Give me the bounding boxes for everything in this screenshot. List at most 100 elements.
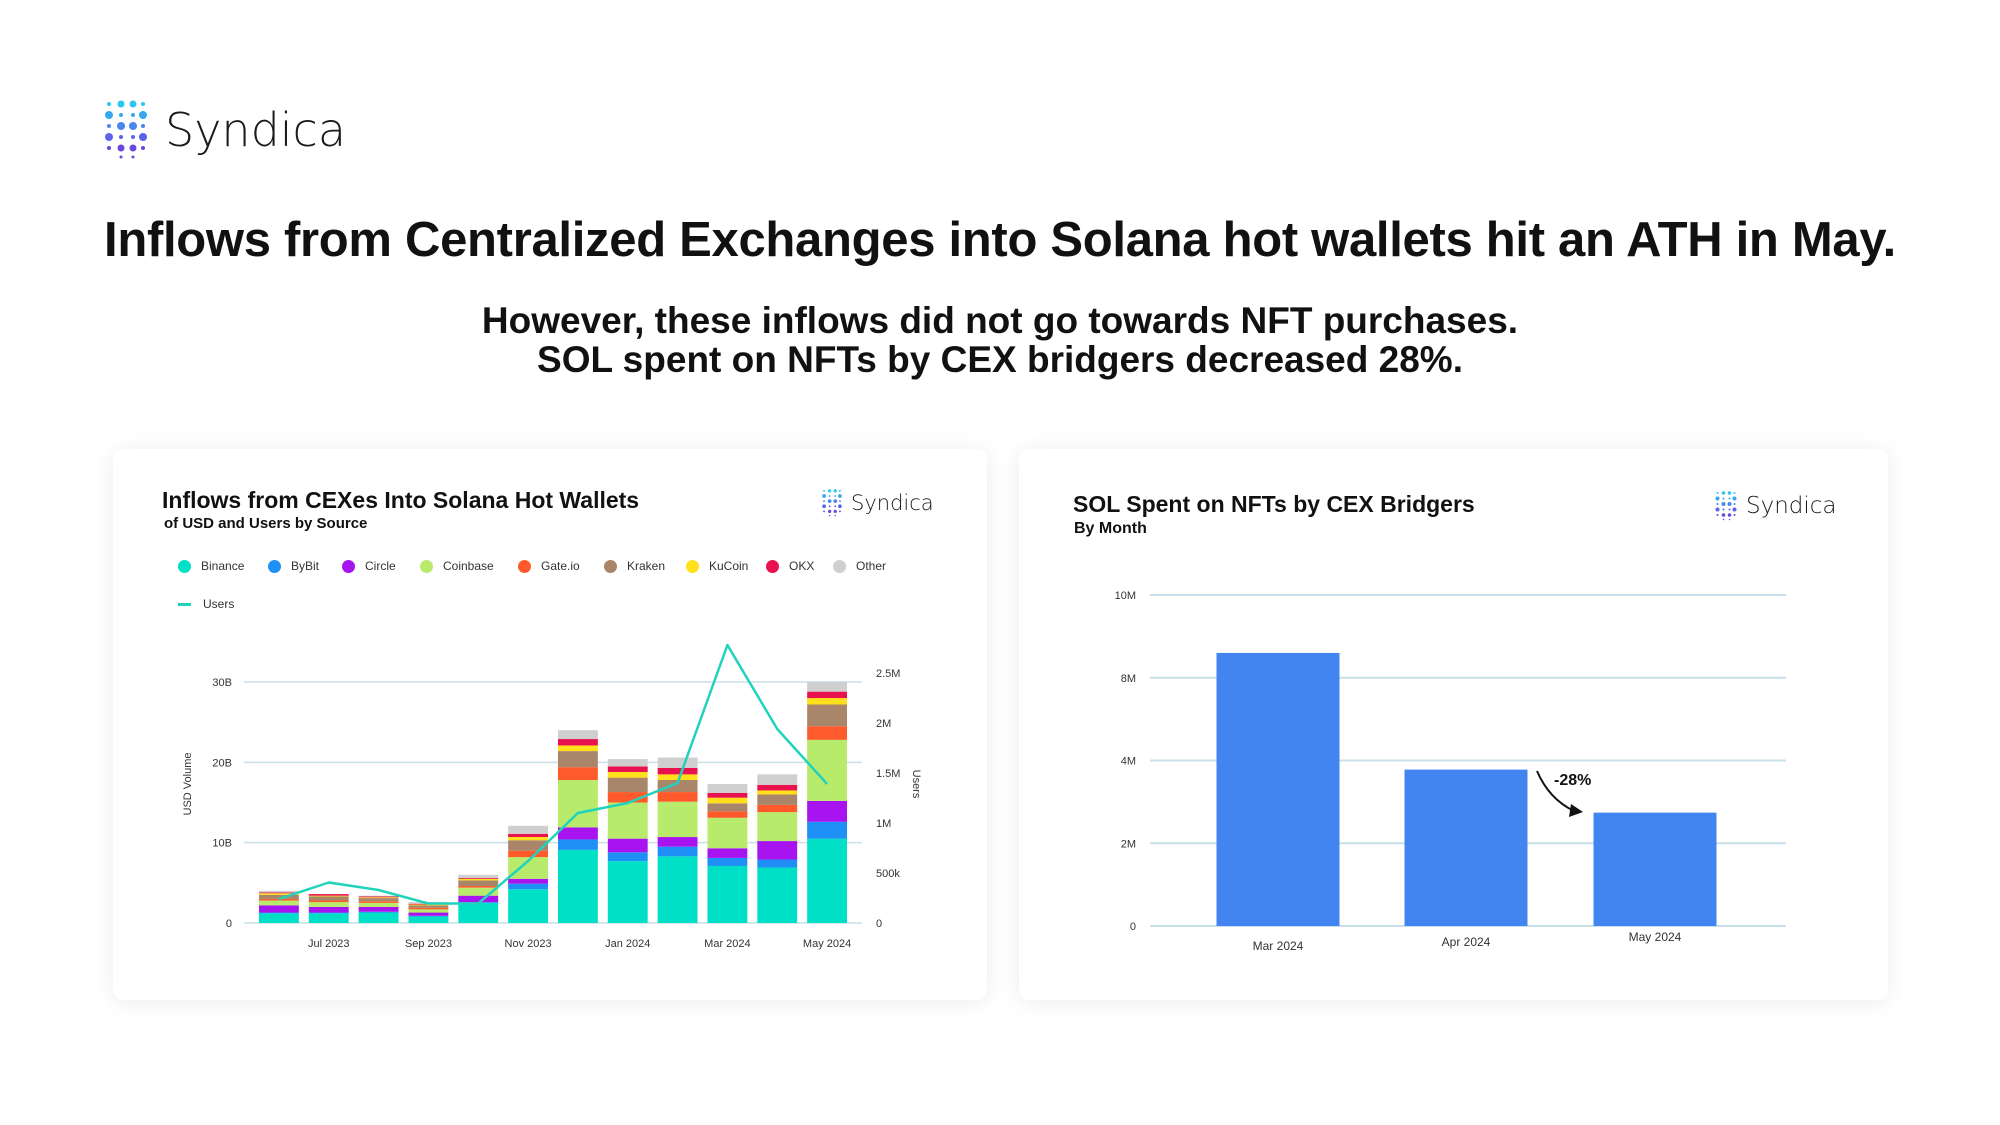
bar-segment-other: [607, 759, 648, 767]
legend-swatch: [518, 559, 531, 573]
logo-dot: [119, 155, 123, 159]
logo-dot: [107, 102, 111, 106]
legend-swatch: [420, 559, 433, 573]
bar-segment-okx: [308, 894, 349, 896]
bar-segment-circle: [308, 906, 349, 913]
nft-spend-chart-subtitle: By Month: [1074, 520, 1147, 537]
y-tick-label: 0: [226, 918, 232, 930]
legend-swatch: [178, 602, 191, 606]
bar-segment-coinbase: [557, 780, 598, 828]
brand-name: Syndica: [165, 103, 347, 157]
logo-dot: [141, 146, 145, 150]
legend-label: Other: [856, 559, 887, 573]
inflows-card-logo: Syndica: [821, 489, 934, 517]
bar: [1404, 769, 1528, 926]
bar-segment-coinbase: [458, 887, 499, 896]
bar-segment-kraken: [358, 898, 399, 902]
legend-swatch: [342, 559, 355, 573]
logo-dot: [117, 122, 125, 130]
legend-item-gateio[interactable]: Gate.io: [518, 559, 580, 573]
bar-segment-gateio: [508, 850, 549, 858]
logo-dot: [131, 113, 135, 117]
legend-label: ByBit: [291, 559, 320, 573]
bar-segment-kraken: [508, 840, 549, 851]
bar-segment-binance: [607, 861, 648, 923]
legend-item-kucoin[interactable]: KuCoin: [686, 559, 748, 573]
logo-dot: [131, 155, 135, 159]
legend-item-bybit[interactable]: ByBit: [268, 559, 319, 573]
bar-segment-bybit: [807, 821, 848, 839]
bar-segment-circle: [607, 838, 648, 853]
syndica-logo-icon: [105, 100, 147, 159]
bar-segment-circle: [807, 800, 848, 822]
bar-segment-coinbase: [358, 902, 399, 907]
bar-segment-binance: [557, 849, 598, 923]
bar-segment-kucoin: [707, 797, 748, 804]
legend-label: KuCoin: [709, 559, 749, 573]
x-tick-label: May 2024: [803, 938, 851, 950]
card-brand-name: Syndica: [851, 491, 934, 515]
bar-segment-bybit: [508, 883, 549, 890]
bar-segment-kucoin: [258, 893, 299, 895]
bar-segment-kucoin: [508, 837, 549, 841]
bar-segment-other: [557, 730, 598, 740]
y-tick-label: 4M: [1121, 756, 1136, 768]
legend-item-coinbase[interactable]: Coinbase: [420, 559, 494, 573]
legend-item-circle[interactable]: Circle: [342, 559, 396, 573]
bar: [1593, 812, 1717, 926]
legend-item-binance[interactable]: Binance: [178, 559, 244, 573]
bar-segment-bybit: [607, 852, 648, 862]
y-tick-label: 20B: [212, 757, 232, 769]
bar-segment-kucoin: [458, 878, 499, 881]
bar-segment-kucoin: [408, 904, 449, 906]
bar-segment-other: [657, 757, 698, 768]
bar-segment-coinbase: [707, 817, 748, 849]
legend-item-okx[interactable]: OKX: [766, 559, 814, 573]
bar-segment-binance: [657, 856, 698, 923]
y-tick-label: 2M: [1121, 838, 1136, 850]
bar-segment-coinbase: [757, 812, 798, 842]
bar-segment-other: [258, 890, 299, 893]
legend-item-other[interactable]: Other: [833, 559, 886, 573]
bar-segment-circle: [408, 912, 449, 916]
logo-dot: [119, 135, 123, 139]
logo-dot: [139, 133, 147, 141]
bar-segment-circle: [557, 827, 598, 840]
y-tick-label: 10M: [1115, 590, 1136, 602]
bar-segment-okx: [607, 766, 648, 772]
inflows-chart-plot: 0 10B 20B 30B 0 500k 1M 1.5M 2M 2.5M USD Volume Use…: [182, 643, 922, 950]
bar-segment-bybit: [557, 839, 598, 850]
bar-segment-kraken: [657, 780, 698, 793]
bar-segment-circle: [458, 895, 499, 903]
subheadline-line-2: SOL spent on NFTs by CEX bridgers decrea…: [537, 339, 1463, 380]
bar-segment-gateio: [607, 792, 648, 803]
bar-segment-other: [807, 682, 848, 692]
bar-segment-gateio: [657, 792, 698, 802]
legend-item-users[interactable]: Users: [178, 597, 234, 611]
legend-item-kraken[interactable]: Kraken: [604, 559, 665, 573]
logo-dot: [107, 146, 111, 150]
bar-segment-kraken: [807, 704, 848, 727]
x-tick-label: Nov 2023: [505, 938, 552, 950]
y-tick-label: 0: [1130, 921, 1136, 933]
bar-segment-binance: [408, 916, 449, 923]
bar-segment-binance: [807, 838, 848, 923]
legend-label: Binance: [201, 559, 245, 573]
bar-segment-other: [358, 895, 399, 897]
legend-swatch: [766, 559, 779, 573]
bar-segment-bybit: [408, 915, 449, 917]
bar-segment-other: [458, 874, 499, 879]
bar-segment-gateio: [408, 907, 449, 910]
x-tick-label: Jan 2024: [605, 938, 650, 950]
bar-segment-bybit: [308, 912, 349, 914]
x-tick-label: Mar 2024: [1253, 939, 1304, 953]
y2-tick-label: 1M: [876, 818, 891, 830]
bar-segment-okx: [707, 792, 748, 798]
bar-segment-circle: [707, 848, 748, 858]
bar-segment-coinbase: [508, 857, 549, 879]
bar-segment-bybit: [657, 846, 698, 857]
y2-tick-label: 1.5M: [876, 768, 900, 780]
bar-segment-bybit: [707, 857, 748, 866]
bar-segment-okx: [657, 767, 698, 775]
bar-segment-kucoin: [557, 745, 598, 752]
